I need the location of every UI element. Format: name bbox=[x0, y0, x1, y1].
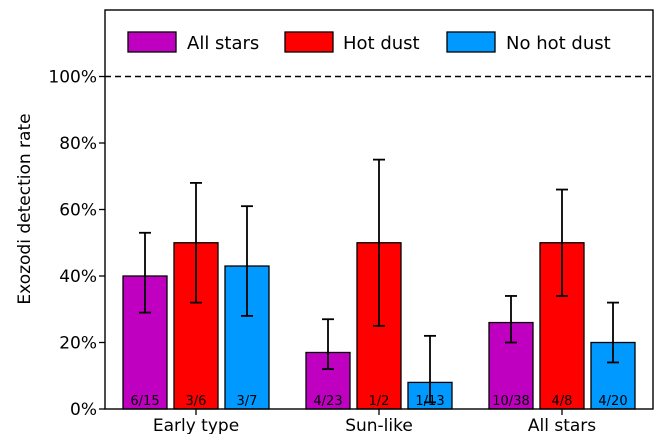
legend-label-all-stars: All stars bbox=[187, 33, 259, 54]
bar-label-hot-dust-3: 4/8 bbox=[552, 394, 573, 409]
bar-label-all-stars-1: 6/15 bbox=[130, 394, 159, 409]
bar-label-all-stars-2: 4/23 bbox=[313, 394, 342, 409]
bar-hot-dust-3 bbox=[539, 242, 585, 410]
x-tick-label-sun-like: Sun-like bbox=[345, 416, 413, 434]
bar-label-no-hot-dust-1: 3/7 bbox=[237, 394, 258, 409]
bar-label-all-stars-3: 10/38 bbox=[492, 394, 529, 409]
y-tick-label-20: 20% bbox=[59, 334, 97, 354]
x-tick-label-all-stars: All stars bbox=[528, 416, 596, 434]
y-tick-label-60: 60% bbox=[59, 201, 97, 221]
bar-label-hot-dust-2: 1/2 bbox=[369, 394, 390, 409]
legend-swatch-all-stars bbox=[127, 31, 177, 53]
y-axis-label: Exozodi detection rate bbox=[15, 113, 35, 304]
legend-label-hot-dust: Hot dust bbox=[343, 33, 420, 54]
bar-label-no-hot-dust-2: 1/13 bbox=[415, 394, 444, 409]
y-tick-label-80: 80% bbox=[59, 134, 97, 154]
legend-swatch-hot-dust bbox=[284, 31, 334, 53]
bar-label-no-hot-dust-3: 4/20 bbox=[598, 394, 627, 409]
bar-label-hot-dust-1: 3/6 bbox=[186, 394, 207, 409]
y-tick-label-40: 40% bbox=[59, 267, 97, 287]
y-tick-label-0: 0% bbox=[70, 400, 97, 420]
y-tick-label-100: 100% bbox=[48, 68, 97, 88]
legend-swatch-no-hot-dust bbox=[446, 31, 496, 53]
legend-label-no-hot-dust: No hot dust bbox=[506, 33, 611, 54]
x-tick-label-early-type: Early type bbox=[153, 416, 239, 434]
